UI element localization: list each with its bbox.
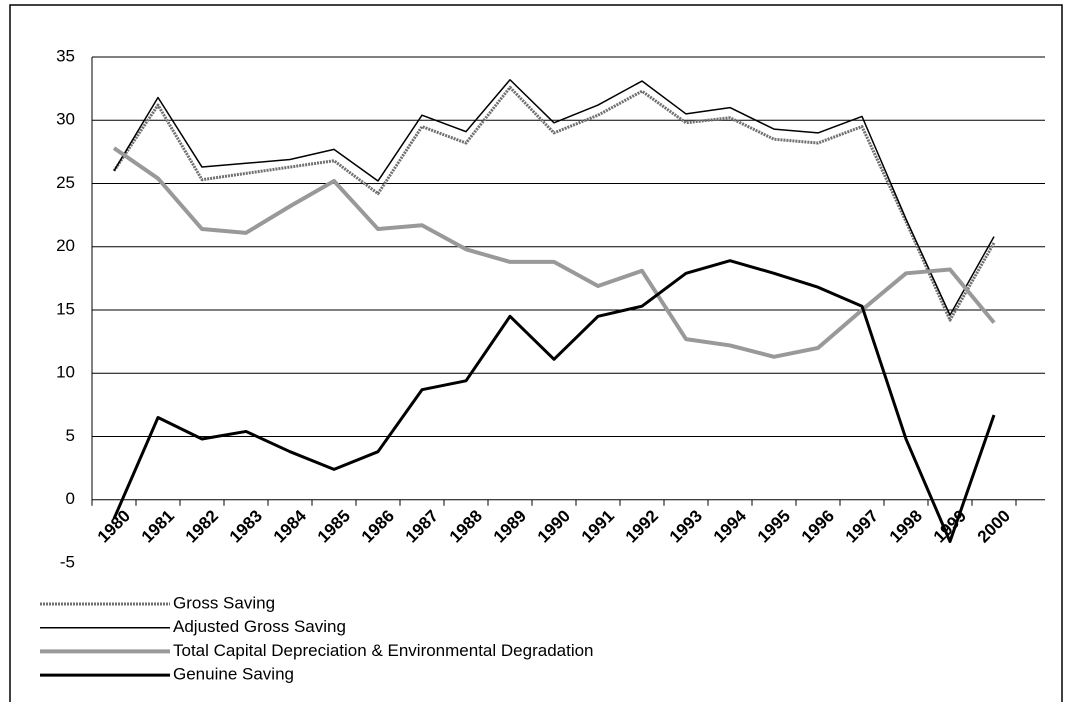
legend-label: Gross Saving [173,593,275,612]
x-tick-label: 1998 [886,506,926,546]
x-tick-label: 1981 [138,506,178,546]
y-tick-label: 30 [56,110,75,129]
x-tick-label: 1997 [842,506,882,546]
y-tick-label: 10 [56,363,75,382]
legend-label: Genuine Saving [173,665,294,684]
x-tick-label: 1982 [182,506,222,546]
y-tick-label: 5 [66,426,75,445]
series-line [112,259,996,543]
y-tick-label: 0 [66,489,75,508]
x-tick-label: 1990 [534,506,574,546]
x-tick-label: 1980 [94,506,134,546]
y-tick-label: 25 [56,173,75,192]
x-tick-label: 1988 [446,506,486,546]
legend-label: Total Capital Depreciation & Environment… [173,641,594,660]
y-tick-label: 20 [56,236,75,255]
x-tick-label: 1985 [314,506,354,546]
x-tick-label: 1993 [666,506,706,546]
x-tick-label: 1996 [798,506,838,546]
x-tick-label: 1991 [578,506,618,546]
x-tick-label: 1992 [622,506,662,546]
x-tick-label: 1995 [754,506,794,546]
y-tick-label: -5 [60,552,75,571]
series-line [112,146,996,359]
y-tick-label: 35 [56,46,75,65]
chart-frame [9,4,1063,702]
x-tick-label: 1994 [710,506,751,547]
series-line [113,79,995,316]
x-tick-label: 1987 [402,506,442,546]
x-tick-label: 1983 [226,506,266,546]
x-tick-label: 2000 [974,506,1014,546]
y-tick-label: 15 [56,299,75,318]
x-tick-label: 1984 [270,506,311,547]
series-line [112,85,996,322]
x-tick-label: 1986 [358,506,398,546]
legend-label: Adjusted Gross Saving [173,617,346,636]
x-tick-label: 1989 [490,506,530,546]
